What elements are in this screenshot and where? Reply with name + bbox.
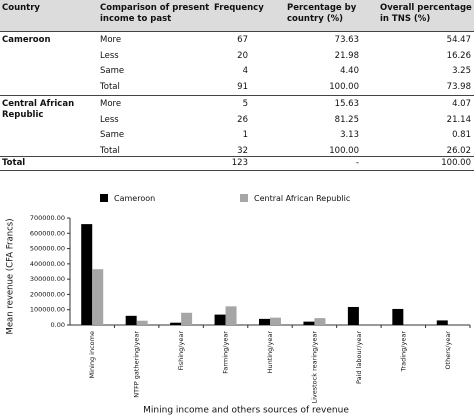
bar [214, 314, 226, 325]
rule [0, 31, 474, 32]
bar [92, 269, 104, 325]
cell: 21.98 [334, 50, 359, 61]
bar [347, 306, 359, 325]
column-header: Comparison of present income to past [100, 3, 210, 24]
bar [303, 321, 315, 325]
country: Central African Republic [2, 99, 75, 120]
rule [0, 156, 474, 157]
cell: 4.07 [452, 99, 471, 109]
bar [314, 318, 326, 325]
cell: 5 [242, 99, 248, 109]
x-tick-label: Trading/year [399, 331, 407, 373]
cell: 1 [242, 130, 248, 140]
rule [0, 170, 474, 171]
cell: 16.26 [446, 50, 471, 61]
bar [270, 317, 281, 325]
country: Cameroon [2, 35, 51, 45]
bar [225, 306, 237, 325]
cell: 100.00 [329, 145, 359, 156]
cell: 15.63 [334, 99, 359, 109]
cell: 26.02 [446, 145, 471, 156]
y-axis-title: Mean revenue (CFA Francs) [6, 218, 16, 334]
x-axis-title: Mining income and others sources of reve… [143, 406, 349, 416]
total-cell: - [355, 158, 359, 168]
cell: 3.13 [340, 130, 359, 140]
x-tick-label: Mining income [88, 331, 96, 378]
cell: More [100, 99, 122, 109]
legend-label: Cameroon [114, 194, 155, 203]
bar [181, 312, 193, 325]
bar [436, 320, 448, 325]
legend-swatch [240, 194, 248, 202]
column-header: Percentage by country (%) [287, 3, 357, 24]
total-cell: 123 [231, 158, 248, 168]
chart: Cameroon Central African Republic 0.00 1000… [6, 194, 471, 416]
table: Country Comparison of present income to p… [0, 0, 474, 172]
x-tick-label: Paid labour/year [355, 331, 363, 384]
cell: 0.81 [452, 130, 471, 140]
cell: 20 [237, 50, 248, 61]
bar [259, 318, 270, 325]
cell: 4.40 [340, 66, 359, 76]
x-tick-label: Farming/year [222, 331, 230, 374]
column-header: Country [2, 3, 40, 13]
y-tick-label: 700000.00 [30, 214, 65, 222]
x-tick-label: NTFP gathering/year [133, 331, 141, 398]
y-tick-label: 300000.00 [30, 275, 65, 283]
cell: More [100, 35, 122, 45]
y-tick-label: 100000.00 [30, 306, 65, 314]
cell: Total [100, 81, 120, 92]
column-header: Frequency [214, 3, 264, 13]
bar [81, 224, 93, 325]
cell: 81.25 [334, 114, 359, 125]
cell: 4 [242, 66, 248, 76]
cell: 32 [237, 145, 248, 156]
cell: 26 [237, 114, 248, 125]
total-cell: 100.00 [441, 158, 471, 168]
x-tick-label: Hunting/year [266, 331, 274, 374]
bar [125, 315, 137, 325]
cell: 100.00 [329, 81, 359, 92]
cell: 91 [237, 81, 248, 92]
x-tick-label: Livestock rearing/year [310, 331, 318, 404]
y-tick-label: 200000.00 [30, 290, 65, 298]
cell: Same [100, 66, 125, 76]
y-tick-label: 600000.00 [30, 229, 65, 237]
y-tick-label: 500000.00 [30, 245, 65, 253]
x-tick-label: Others/year [444, 331, 452, 370]
cell: 73.63 [334, 35, 359, 45]
header-background [0, 0, 474, 31]
legend-swatch [100, 194, 108, 202]
y-tick-label: 0.00 [51, 321, 65, 329]
cell: 21.14 [446, 114, 471, 125]
cell: 73.98 [446, 81, 471, 92]
cell: 67 [237, 35, 248, 45]
rule [0, 95, 474, 96]
cell: Total [100, 145, 120, 156]
y-tick-label: 400000.00 [30, 260, 65, 268]
bar [136, 320, 148, 325]
cell: 54.47 [446, 35, 471, 45]
bar [392, 308, 404, 325]
x-tick-label: Fishing/year [177, 331, 185, 371]
cell: Less [100, 50, 119, 61]
cell: Less [100, 114, 119, 125]
cell: Same [100, 130, 125, 140]
column-header: Overall percentage in TNS (%) [380, 3, 472, 24]
total-cell: Total [2, 158, 26, 168]
bar [170, 322, 182, 325]
legend-label: Central African Republic [254, 194, 350, 203]
cell: 3.25 [452, 66, 471, 76]
